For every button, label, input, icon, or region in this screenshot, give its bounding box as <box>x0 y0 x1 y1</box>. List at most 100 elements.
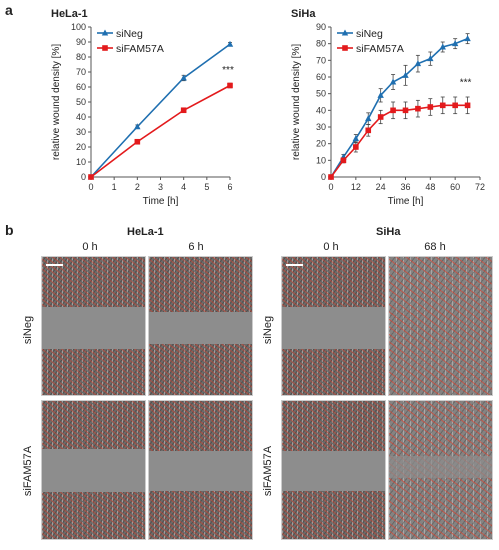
micrograph-siha-sineg-68h <box>388 256 493 396</box>
micrograph-siha-sineg-0h <box>281 256 386 396</box>
data-point-sifam57a <box>180 107 187 114</box>
data-point-sifam57a <box>464 102 471 109</box>
data-point-sifam57a <box>365 127 372 134</box>
y-tick-label: 80 <box>76 52 86 62</box>
legend-marker <box>102 45 108 51</box>
data-point-sifam57a <box>402 107 409 114</box>
data-point-sineg <box>402 71 409 78</box>
data-point-sineg <box>451 40 459 47</box>
micrograph-hela-sifam57a-0h <box>41 400 146 540</box>
x-tick-label: 2 <box>135 182 140 192</box>
y-tick-label: 60 <box>316 72 326 82</box>
y-tick-label: 10 <box>76 157 86 167</box>
y-tick-label: 50 <box>316 89 326 99</box>
significance-annotation: *** <box>222 65 234 76</box>
legend-label: siNeg <box>356 28 383 40</box>
x-tick-label: 60 <box>450 182 460 192</box>
data-point-sineg <box>439 43 446 50</box>
y-tick-label: 10 <box>316 155 326 165</box>
y-tick-label: 30 <box>316 122 326 132</box>
y-tick-label: 100 <box>71 22 86 32</box>
panel-b-letter: b <box>5 222 14 238</box>
y-tick-label: 0 <box>81 172 86 182</box>
y-tick-label: 50 <box>76 97 86 107</box>
data-point-sineg <box>464 35 471 42</box>
data-point-sifam57a <box>353 144 359 150</box>
x-axis-label: Time [h] <box>388 196 424 207</box>
data-point-sifam57a <box>415 105 421 112</box>
data-point-sineg <box>414 60 422 67</box>
y-tick-label: 80 <box>316 39 326 49</box>
y-tick-label: 70 <box>316 55 326 65</box>
series-line-sifam57a <box>90 84 231 178</box>
series-line-sifam57a <box>330 104 468 178</box>
x-tick-label: 0 <box>328 182 333 192</box>
data-point-sineg <box>180 74 187 81</box>
series-line-sineg <box>330 37 468 178</box>
x-axis-label: Time [h] <box>143 196 179 207</box>
siha-growth-chart: SiHa 0 10 20 30 40 50 60 70 80 90 0 12 24 36 48 60 72 Time… <box>291 8 485 207</box>
y-tick-label: 20 <box>316 139 326 149</box>
x-tick-label: 0 <box>88 182 93 192</box>
siha-row-label-sineg: siNeg <box>262 315 274 345</box>
y-tick-label: 60 <box>76 82 86 92</box>
micrograph-siha-sifam57a-0h <box>281 400 386 540</box>
micrograph-hela-sineg-6h <box>148 256 253 396</box>
legend-marker <box>341 29 349 36</box>
micrograph-siha-sifam57a-68h <box>388 400 493 540</box>
x-tick-label: 72 <box>475 182 485 192</box>
hela-row-label-sineg: siNeg <box>22 315 34 345</box>
y-tick-label: 20 <box>76 142 86 152</box>
significance-annotation: *** <box>460 77 472 88</box>
data-point-sifam57a <box>227 82 233 89</box>
legend-label: siFAM57A <box>116 43 164 55</box>
data-point-sifam57a <box>452 102 458 109</box>
data-point-sineg <box>226 40 234 47</box>
data-point-sifam57a <box>88 174 94 180</box>
hela-time-0: 0 h <box>82 241 98 253</box>
y-tick-label: 70 <box>76 67 86 77</box>
panel-a-letter: a <box>5 2 13 18</box>
data-point-sifam57a <box>377 114 384 120</box>
data-point-sineg <box>427 55 434 62</box>
legend-marker <box>101 29 109 36</box>
data-point-sineg <box>365 115 372 122</box>
hela-growth-chart: HeLa-1 0 10 20 30 40 50 60 70 80 90 100 0 1 2 3 4 5 6 Time … <box>51 8 234 207</box>
hela-time-1: 6 h <box>188 241 204 253</box>
chart-title: HeLa-1 <box>51 8 88 20</box>
x-tick-label: 6 <box>227 182 232 192</box>
data-point-sifam57a <box>427 104 434 110</box>
chart-title: SiHa <box>291 8 316 20</box>
siha-time-0: 0 h <box>323 241 339 253</box>
data-point-sifam57a <box>340 157 347 164</box>
x-tick-label: 5 <box>204 182 209 192</box>
y-axis-label: relative wound density [%] <box>291 44 302 160</box>
data-point-sineg <box>389 78 397 85</box>
data-point-sineg <box>377 91 384 98</box>
y-axis-label: relative wound density [%] <box>51 44 62 160</box>
siha-micrograph-title: SiHa <box>376 226 401 238</box>
x-tick-label: 48 <box>425 182 435 192</box>
legend-label: siFAM57A <box>356 43 404 55</box>
scale-bar <box>286 264 303 266</box>
siha-row-label-sifam57a: siFAM57A <box>262 445 274 497</box>
y-tick-label: 90 <box>76 37 86 47</box>
siha-time-1: 68 h <box>424 241 446 253</box>
y-tick-label: 40 <box>316 105 326 115</box>
x-tick-label: 36 <box>400 182 410 192</box>
data-point-sineg <box>134 123 141 130</box>
legend-label: siNeg <box>116 28 143 40</box>
data-point-sifam57a <box>134 138 141 145</box>
x-tick-label: 24 <box>376 182 386 192</box>
x-tick-label: 12 <box>351 182 361 192</box>
data-point-sineg <box>352 135 360 142</box>
scale-bar <box>46 264 63 266</box>
data-point-sifam57a <box>328 174 334 180</box>
series-line-sineg <box>90 43 231 178</box>
data-point-sifam57a <box>439 102 446 109</box>
micrograph-hela-sineg-0h <box>41 256 146 396</box>
y-tick-label: 30 <box>76 127 86 137</box>
hela-row-label-sifam57a: siFAM57A <box>22 445 34 497</box>
legend-marker <box>342 45 348 51</box>
x-tick-label: 3 <box>158 182 163 192</box>
